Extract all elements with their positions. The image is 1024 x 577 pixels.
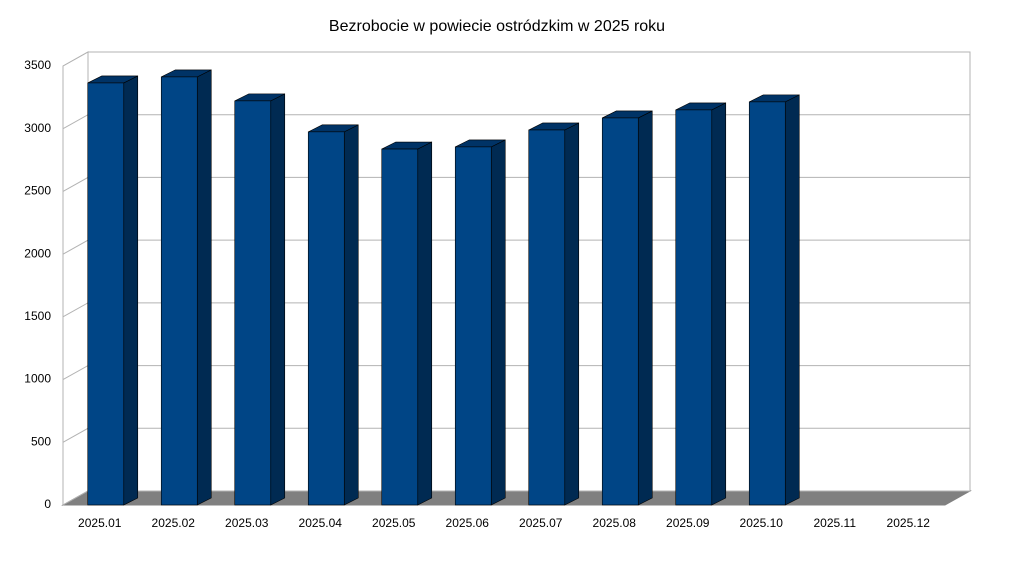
bar-side bbox=[123, 75, 139, 506]
x-tick-label: 2025.07 bbox=[519, 516, 563, 530]
y-tick-label: 2500 bbox=[24, 184, 51, 198]
y-tick-label: 3500 bbox=[24, 58, 51, 72]
x-tick-label: 2025.10 bbox=[740, 516, 784, 530]
bar-side bbox=[564, 122, 580, 506]
grid-line bbox=[62, 51, 970, 67]
x-tick-label: 2025.04 bbox=[299, 516, 343, 530]
x-tick-label: 2025.11 bbox=[814, 516, 857, 530]
y-tick-label: 1000 bbox=[24, 372, 51, 386]
bar bbox=[454, 146, 492, 506]
x-tick-label: 2025.02 bbox=[152, 516, 196, 530]
x-tick-label: 2025.12 bbox=[887, 516, 931, 530]
x-tick-label: 2025.05 bbox=[372, 516, 416, 530]
bar-side bbox=[637, 110, 653, 506]
bar bbox=[675, 109, 713, 506]
bar bbox=[234, 100, 272, 506]
x-tick-label: 2025.08 bbox=[593, 516, 637, 530]
chart-title: Bezrobocie w powiecie ostródzkim w 2025 … bbox=[329, 18, 665, 35]
x-tick-label: 2025.09 bbox=[666, 516, 710, 530]
side-wall bbox=[62, 51, 89, 506]
bar-side bbox=[417, 141, 433, 506]
bar bbox=[528, 129, 566, 506]
bar-side bbox=[343, 124, 359, 506]
bar bbox=[748, 101, 786, 506]
y-tick-label: 1500 bbox=[24, 309, 51, 323]
bar-side bbox=[270, 93, 286, 506]
x-tick-label: 2025.06 bbox=[446, 516, 490, 530]
bar-side bbox=[196, 69, 212, 506]
bar bbox=[307, 131, 345, 506]
y-tick-label: 2000 bbox=[24, 246, 51, 260]
x-tick-label: 2025.01 bbox=[78, 516, 122, 530]
bar bbox=[381, 148, 419, 506]
bar bbox=[160, 76, 198, 506]
y-tick-label: 3000 bbox=[24, 121, 51, 135]
bar-side bbox=[784, 94, 800, 506]
bar bbox=[87, 82, 125, 506]
bar-side bbox=[711, 102, 727, 506]
bar bbox=[601, 117, 639, 506]
y-tick-label: 0 bbox=[44, 497, 51, 511]
bar-side bbox=[490, 139, 506, 506]
y-tick-label: 500 bbox=[31, 434, 51, 448]
x-tick-label: 2025.03 bbox=[225, 516, 269, 530]
